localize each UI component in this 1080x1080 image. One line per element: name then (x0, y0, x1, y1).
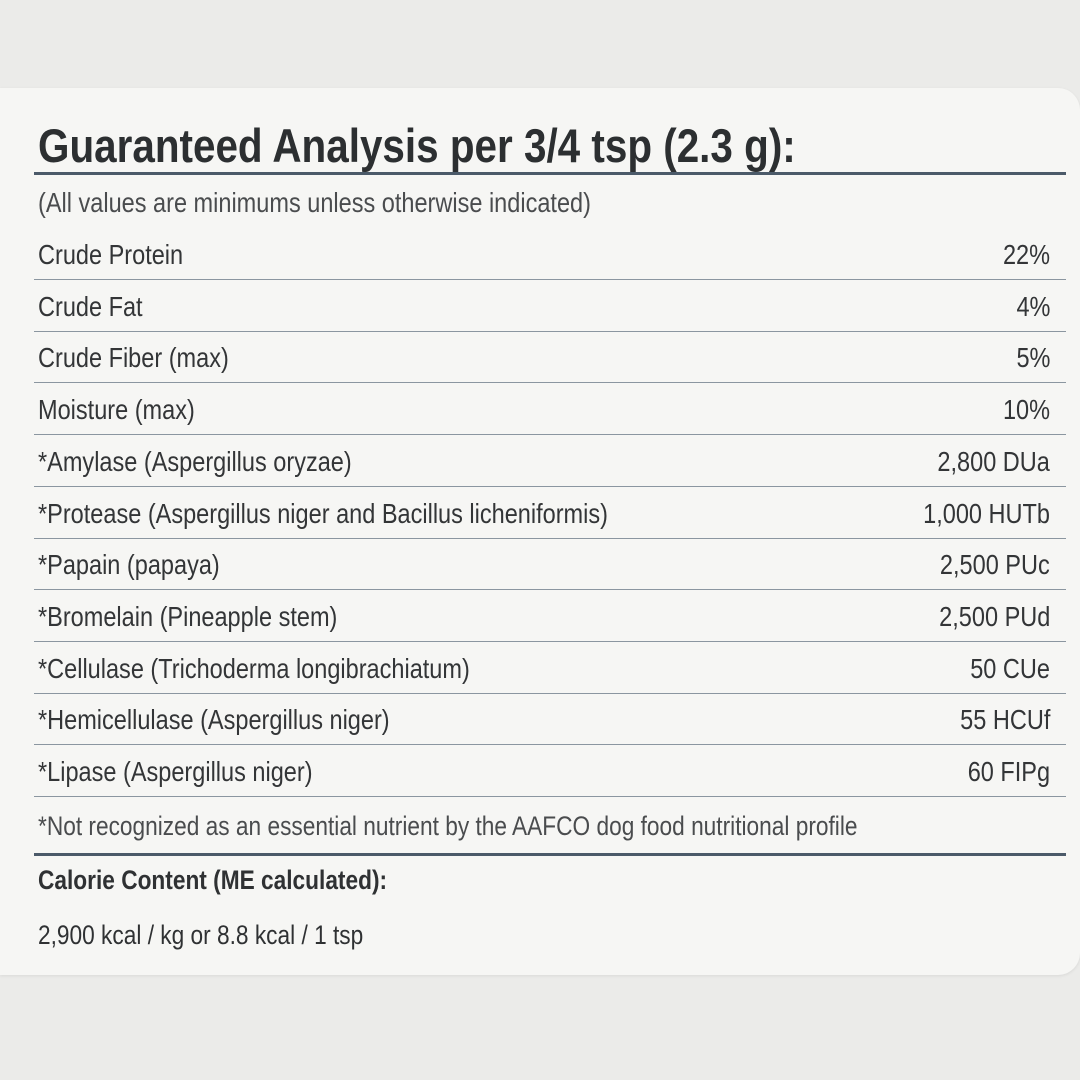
calorie-rule (34, 853, 1066, 856)
row-label: *Hemicellulase (Aspergillus niger) (38, 704, 390, 736)
row-label: *Lipase (Aspergillus niger) (38, 756, 313, 787)
title-rule (34, 172, 1066, 175)
analysis-card (0, 88, 1080, 975)
row-label: *Papain (papaya) (38, 549, 220, 581)
row-divider (34, 692, 1066, 694)
row-label: Moisture (max) (38, 394, 195, 426)
row-value: 50 CUe (970, 652, 1050, 684)
row-value: 2,500 PUc (940, 549, 1050, 581)
row-label: *Cellulase (Trichoderma longibrachiatum) (38, 652, 470, 684)
row-divider (34, 485, 1066, 487)
row-divider (34, 279, 1066, 280)
row-value: 2,500 PUd (938, 600, 1050, 632)
calorie-title: Calorie Content (ME calculated): (38, 865, 388, 895)
row-value: 4% (1016, 290, 1050, 322)
row-value: 2,800 DUa (937, 445, 1050, 477)
note: (All values are minimums unless otherwis… (38, 187, 591, 218)
row-divider (34, 330, 1066, 332)
row-value: 1,000 HUTb (923, 497, 1050, 529)
row-label: Crude Fat (38, 290, 143, 322)
row-divider (34, 640, 1066, 642)
row-value: 60 FIPg (967, 756, 1050, 787)
row-value: 22% (1002, 239, 1050, 270)
title: Guaranteed Analysis per 3/4 tsp (2.3 g): (38, 119, 796, 172)
footnote: *Not recognized as an essential nutrient… (38, 811, 858, 841)
row-divider (34, 434, 1066, 436)
row-divider (34, 537, 1066, 539)
row-divider (34, 382, 1066, 384)
calorie-text: 2,900 kcal / kg or 8.8 kcal / 1 tsp (38, 920, 364, 950)
row-label: Crude Fiber (max) (38, 342, 229, 374)
row-divider (34, 796, 1066, 797)
row-value: 10% (1002, 394, 1050, 426)
row-value: 5% (1016, 342, 1050, 374)
row-divider (34, 589, 1066, 591)
row-label: *Protease (Aspergillus niger and Bacillu… (38, 497, 608, 529)
row-label: *Bromelain (Pineapple stem) (38, 600, 338, 632)
row-value: 55 HCUf (959, 704, 1050, 736)
row-divider (34, 744, 1066, 746)
row-label: *Amylase (Aspergillus oryzae) (38, 445, 352, 477)
row-label: Crude Protein (38, 239, 184, 270)
